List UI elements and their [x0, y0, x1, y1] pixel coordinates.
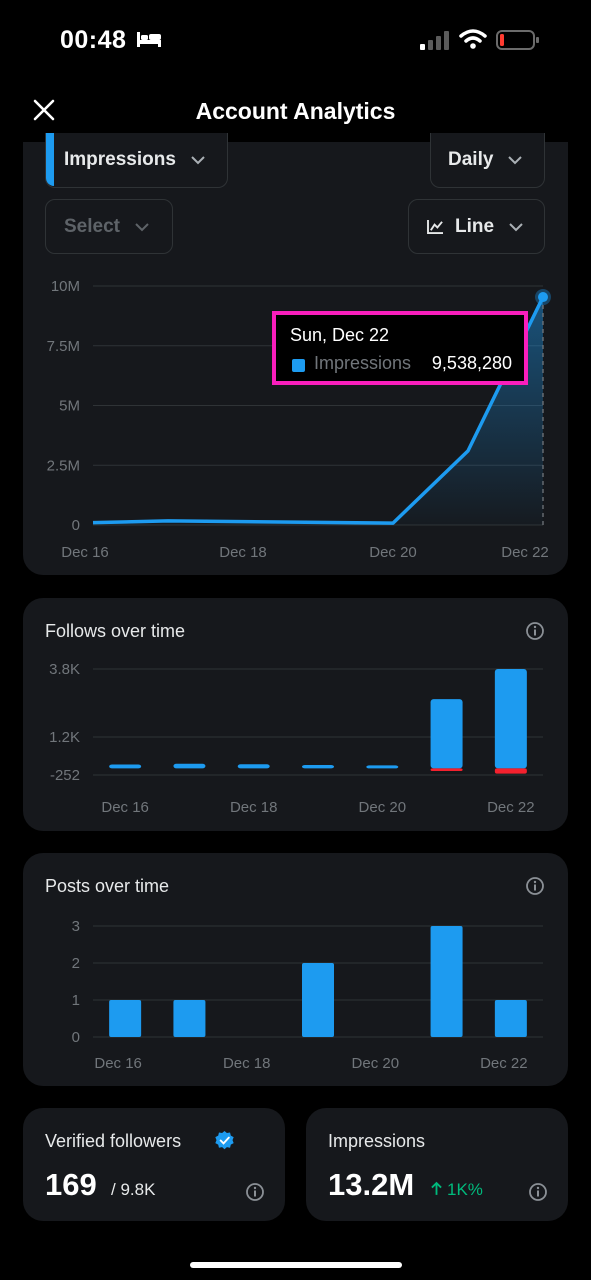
chart-type-label: Line	[455, 215, 495, 237]
chart-tooltip: Sun, Dec 22 Impressions 9,538,280	[272, 311, 528, 385]
tooltip-series-name: Impressions	[314, 353, 412, 373]
info-icon[interactable]	[528, 1182, 548, 1202]
metric-dropdown[interactable]: Impressions	[45, 133, 228, 188]
hover-point	[538, 292, 548, 303]
x-tick-label: Dec 16	[61, 544, 109, 561]
chevron-down-icon	[191, 156, 205, 165]
impressions-total-value: 13.2M	[328, 1167, 415, 1202]
x-tick-label: Dec 18	[219, 544, 267, 561]
x-tick-label: Dec 18	[223, 1055, 271, 1072]
line-chart-icon	[427, 219, 443, 234]
tooltip-date: Sun, Dec 22	[290, 325, 390, 345]
x-tick-label: Dec 16	[94, 1055, 142, 1072]
page-title: Account Analytics	[195, 98, 396, 124]
sleep-mode-icon	[137, 32, 161, 47]
posts-bar	[173, 1000, 206, 1037]
verified-followers-card[interactable]: Verified followers 169 / 9.8K	[23, 1108, 285, 1221]
impressions-line-chart: 10M 7.5M 5M 2.5M 0 Dec 16 Dec 18 Dec 20 Dec 22	[47, 278, 551, 561]
info-icon[interactable]	[525, 876, 545, 896]
wifi-icon	[459, 29, 487, 49]
y-tick-label: 1	[72, 992, 80, 1009]
follows-card-title: Follows over time	[45, 621, 186, 641]
y-tick-label: 2.5M	[47, 457, 80, 474]
x-tick-label: Dec 20	[369, 544, 417, 561]
chevron-down-icon	[508, 156, 523, 165]
cellular-signal-icon	[420, 31, 449, 50]
metric-dropdown-label: Impressions	[64, 149, 176, 170]
verified-followers-label: Verified followers	[45, 1131, 182, 1151]
impressions-change-value: 1K%	[447, 1180, 483, 1199]
y-tick-label: 3.8K	[49, 661, 80, 678]
y-tick-label: 0	[72, 517, 80, 534]
verified-followers-value: 169	[45, 1167, 97, 1202]
follows-bar	[109, 764, 142, 769]
tooltip-series-swatch	[292, 359, 305, 372]
y-tick-label: 5M	[59, 398, 80, 415]
y-tick-label: 7.5M	[47, 338, 80, 355]
period-dropdown[interactable]: Daily	[430, 133, 545, 188]
chart-type-dropdown[interactable]: Line	[408, 199, 545, 254]
impressions-line	[92, 296, 545, 525]
impressions-total-card[interactable]: Impressions 13.2M 1K%	[306, 1108, 568, 1221]
y-tick-label: 2	[72, 955, 80, 972]
posts-bar-chart: 3 2 1 0 Dec 16 Dec 18 Dec 20 Dec 22	[72, 918, 543, 1072]
posts-card-title: Posts over time	[45, 876, 170, 896]
y-tick-label: 3	[72, 918, 80, 935]
y-tick-label: 1.2K	[49, 729, 80, 746]
posts-bar	[302, 963, 334, 1037]
info-icon[interactable]	[245, 1182, 265, 1202]
follows-bar	[173, 763, 206, 769]
battery-icon	[496, 30, 539, 50]
metric-color-indicator	[46, 133, 54, 186]
compare-select-label: Select	[64, 215, 120, 237]
info-icon[interactable]	[525, 621, 545, 641]
follows-bar	[366, 765, 399, 769]
x-tick-label: Dec 16	[101, 799, 149, 816]
chevron-down-icon	[135, 222, 149, 231]
x-tick-label: Dec 20	[352, 1055, 400, 1072]
home-indicator[interactable]	[190, 1262, 402, 1268]
verified-badge-icon	[215, 1130, 234, 1150]
posts-bar	[430, 926, 463, 1037]
x-tick-label: Dec 22	[480, 1055, 528, 1072]
period-dropdown-label: Daily	[448, 149, 494, 170]
x-tick-label: Dec 20	[359, 799, 407, 816]
impressions-total-label: Impressions	[328, 1131, 426, 1151]
total-followers-value: / 9.8K	[111, 1180, 156, 1199]
y-tick-label: 10M	[51, 278, 80, 295]
posts-card: Posts over time	[23, 853, 568, 1086]
follows-bar	[430, 699, 463, 769]
unfollows-bar	[494, 768, 527, 774]
follows-bar	[302, 765, 334, 769]
status-time: 00:48	[60, 26, 127, 54]
x-tick-label: Dec 22	[501, 544, 549, 561]
impressions-area	[93, 297, 543, 525]
chevron-down-icon	[509, 222, 523, 231]
tooltip-value: 9,538,280	[431, 353, 512, 373]
arrow-up-icon	[431, 1181, 442, 1195]
x-tick-label: Dec 22	[487, 799, 535, 816]
unfollows-bar	[430, 768, 463, 772]
follows-card: Follows over time	[23, 598, 568, 831]
posts-bar	[109, 1000, 142, 1037]
follows-bar	[494, 669, 527, 769]
compare-select-dropdown[interactable]: Select	[45, 199, 173, 254]
follows-bar	[237, 764, 270, 769]
y-tick-label: 0	[72, 1029, 80, 1046]
posts-bar	[494, 1000, 527, 1037]
follows-bar-chart: 3.8K 1.2K -252 Dec 16 Dec 18 Dec 20 Dec 22	[49, 661, 543, 816]
x-tick-label: Dec 18	[230, 799, 278, 816]
y-tick-label: -252	[50, 767, 80, 784]
close-icon[interactable]	[30, 96, 58, 124]
